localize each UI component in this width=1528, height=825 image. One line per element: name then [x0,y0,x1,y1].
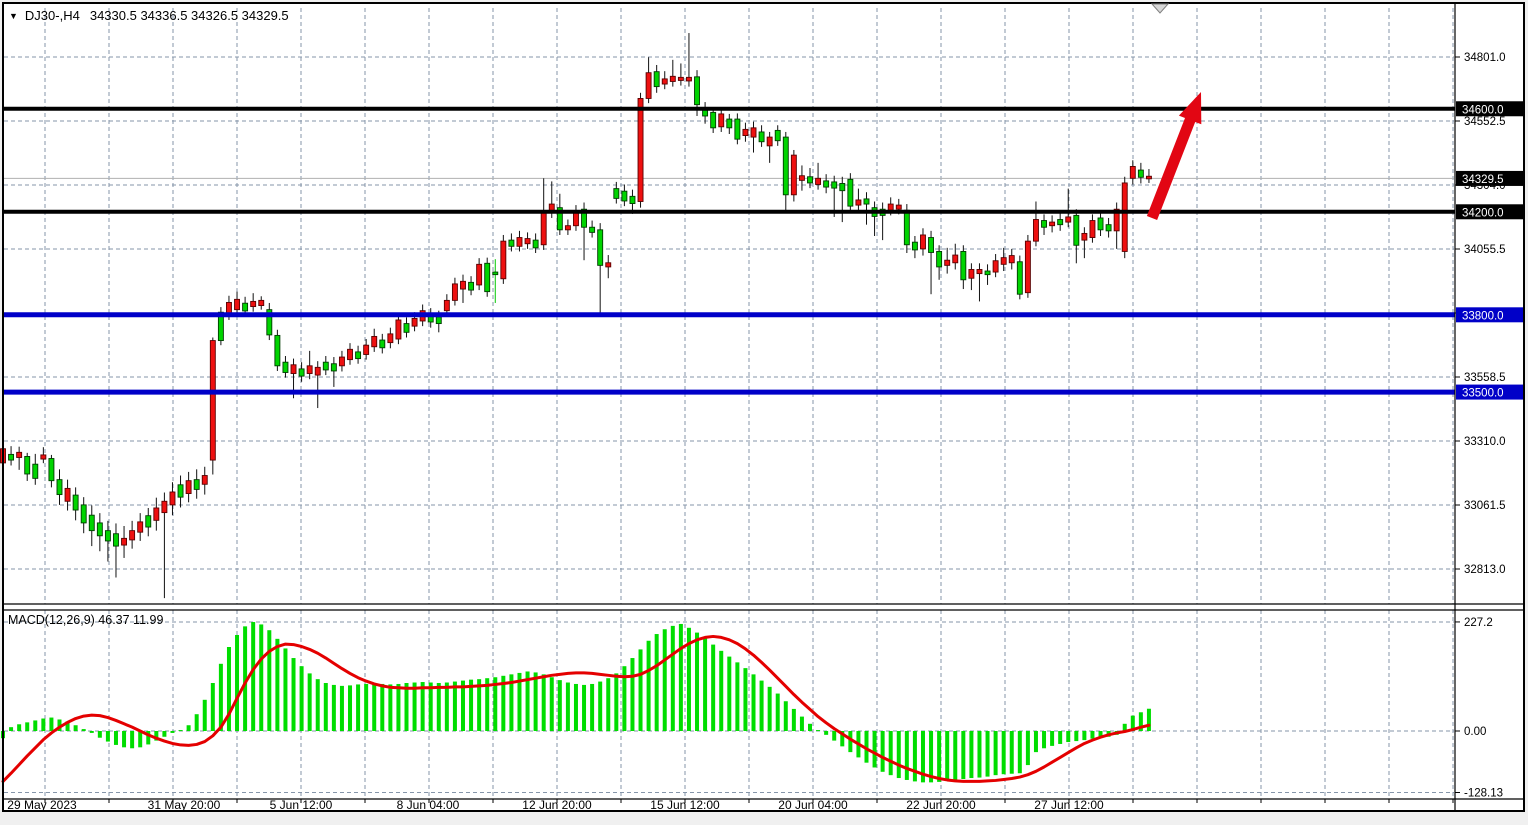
candlesticks [0,33,1152,599]
macd-histogram [1,622,1151,783]
svg-text:33500.0: 33500.0 [1462,388,1504,400]
ohlc-quote-label: 34330.5 34336.5 34326.5 34329.5 [89,8,289,23]
svg-text:15 Jun 12:00: 15 Jun 12:00 [650,798,720,812]
svg-text:22 Jun 20:00: 22 Jun 20:00 [906,798,976,812]
macd-indicator-label: MACD(12,26,9) 46.37 11.99 [8,613,164,627]
svg-text:27 Jun 12:00: 27 Jun 12:00 [1034,798,1104,812]
chart-border [2,2,1525,812]
macd-signal-line [1,634,1151,783]
chart-shift-icon[interactable] [1150,3,1170,14]
svg-text:32813.0: 32813.0 [1464,564,1506,576]
trend-arrow[interactable] [1146,92,1202,220]
svg-text:5 Jun 12:00: 5 Jun 12:00 [270,798,333,812]
svg-text:0.00: 0.00 [1464,726,1486,738]
price-axis[interactable]: 34801.034552.534304.034055.533807.033558… [1455,52,1524,800]
svg-text:31 May 20:00: 31 May 20:00 [148,798,221,812]
symbol-period-label: DJ30-,H4 [24,8,80,23]
svg-text:34801.0: 34801.0 [1464,52,1506,64]
svg-text:34600.0: 34600.0 [1462,104,1504,116]
svg-text:34329.5: 34329.5 [1462,174,1504,186]
time-axis[interactable]: 29 May 2023 31 May 20:00 5 Jun 12:00 8 Jun … [7,798,1454,812]
svg-text:227.2: 227.2 [1464,617,1493,629]
svg-text:34200.0: 34200.0 [1462,207,1504,219]
svg-text:33800.0: 33800.0 [1462,310,1504,322]
symbol-dropdown-icon[interactable]: ▼ [9,11,18,21]
svg-text:12 Jun 20:00: 12 Jun 20:00 [522,798,592,812]
svg-text:-128.13: -128.13 [1464,788,1503,800]
svg-text:33558.5: 33558.5 [1464,372,1506,384]
support-resistance-lines[interactable] [4,106,1455,395]
svg-text:34552.5: 34552.5 [1464,116,1506,128]
svg-text:33061.5: 33061.5 [1464,500,1506,512]
svg-text:8 Jun 04:00: 8 Jun 04:00 [397,798,460,812]
svg-text:34055.5: 34055.5 [1464,244,1506,256]
chart-title: ▼ DJ30-,H4 34330.5 34336.5 34326.5 34329.5 [9,8,289,23]
svg-text:33310.0: 33310.0 [1464,436,1506,448]
svg-text:20 Jun 04:00: 20 Jun 04:00 [778,798,848,812]
svg-text:29 May 2023: 29 May 2023 [7,798,77,812]
